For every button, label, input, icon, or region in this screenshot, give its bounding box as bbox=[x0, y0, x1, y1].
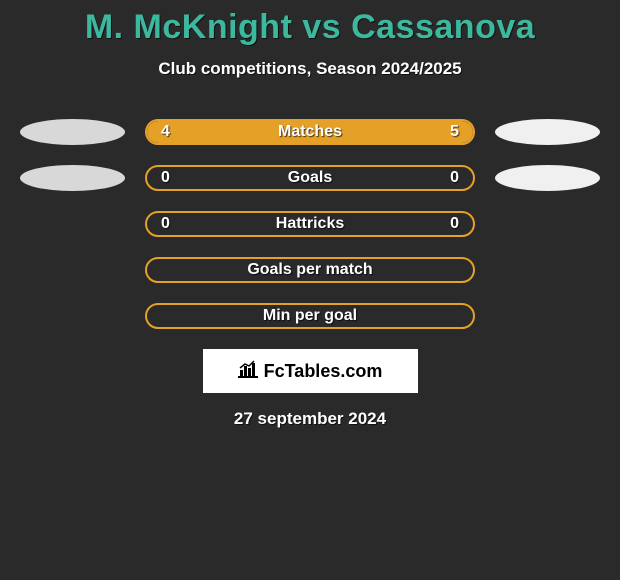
subtitle: Club competitions, Season 2024/2025 bbox=[0, 59, 620, 79]
stat-rows: 4 5 Matches 0 0 Goals 0 0 Hattricks Goals per mat… bbox=[0, 119, 620, 329]
stat-value-left: 4 bbox=[161, 123, 170, 141]
stat-bar: 0 0 Hattricks bbox=[145, 211, 475, 237]
stat-label: Matches bbox=[278, 123, 342, 141]
stat-label: Goals per match bbox=[247, 261, 372, 279]
stat-value-left: 0 bbox=[161, 215, 170, 233]
stat-label: Hattricks bbox=[276, 215, 344, 233]
date-text: 27 september 2024 bbox=[0, 409, 620, 429]
player-blob-left bbox=[20, 165, 125, 191]
logo-label: FcTables.com bbox=[264, 361, 383, 382]
stat-value-right: 0 bbox=[450, 215, 459, 233]
chart-icon bbox=[238, 360, 258, 383]
page-title: M. McKnight vs Cassanova bbox=[0, 0, 620, 47]
comparison-infographic: M. McKnight vs Cassanova Club competitio… bbox=[0, 0, 620, 580]
stat-bar: 4 5 Matches bbox=[145, 119, 475, 145]
stat-label: Goals bbox=[288, 169, 332, 187]
stat-value-right: 0 bbox=[450, 169, 459, 187]
stat-row: 0 0 Goals bbox=[0, 165, 620, 191]
stat-bar: 0 0 Goals bbox=[145, 165, 475, 191]
stat-bar: Goals per match bbox=[145, 257, 475, 283]
player-blob-right bbox=[495, 165, 600, 191]
stat-row: Goals per match bbox=[0, 257, 620, 283]
stat-row: 0 0 Hattricks bbox=[0, 211, 620, 237]
stat-value-right: 5 bbox=[450, 123, 459, 141]
player-blob-left bbox=[20, 119, 125, 145]
stat-value-left: 0 bbox=[161, 169, 170, 187]
stat-bar: Min per goal bbox=[145, 303, 475, 329]
stat-label: Min per goal bbox=[263, 307, 357, 325]
stat-row: Min per goal bbox=[0, 303, 620, 329]
player-blob-right bbox=[495, 119, 600, 145]
logo-box: FcTables.com bbox=[203, 349, 418, 393]
logo-text: FcTables.com bbox=[238, 360, 383, 383]
stat-row: 4 5 Matches bbox=[0, 119, 620, 145]
